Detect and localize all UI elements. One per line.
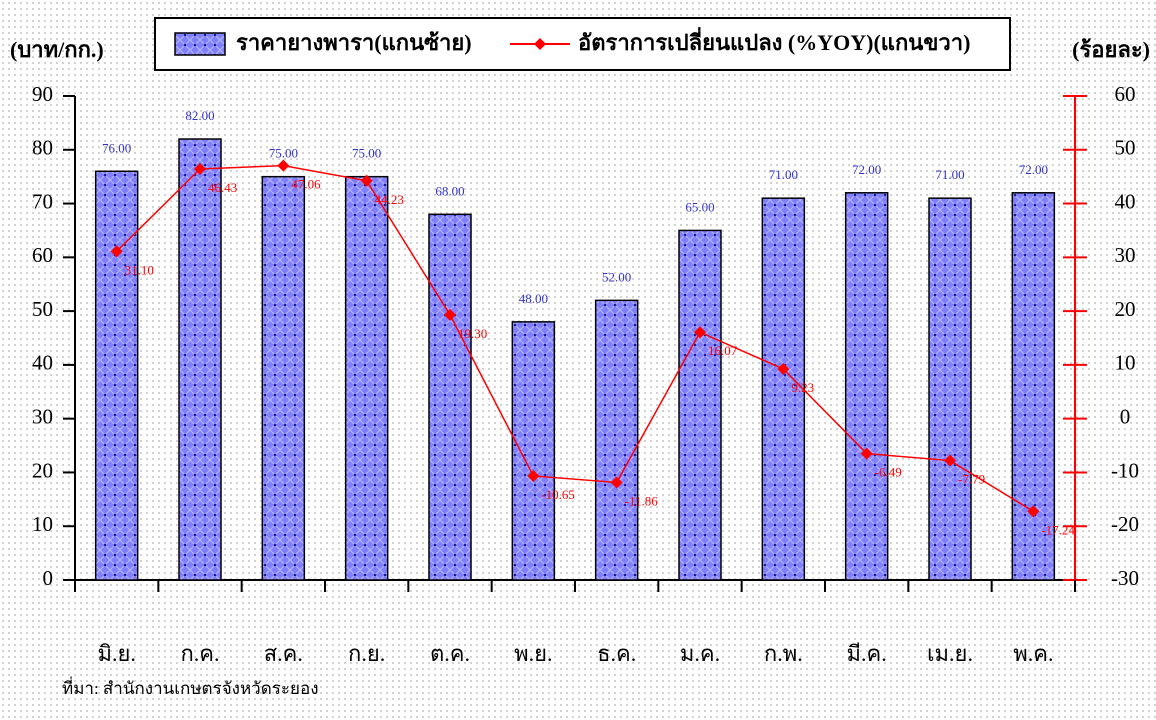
legend-marker — [534, 38, 546, 50]
line-value-label: 31.10 — [125, 262, 154, 277]
line-value-label: -17.24 — [1041, 522, 1075, 537]
line-marker — [694, 326, 706, 339]
y-tick-label: 40 — [32, 351, 53, 375]
y2-tick-label: 50 — [1115, 136, 1136, 160]
line-value-label: 46.43 — [208, 180, 237, 195]
bar — [511, 321, 556, 581]
bar — [594, 299, 639, 581]
y2-tick-label: 30 — [1115, 243, 1136, 267]
legend-label: อัตราการเปลี่ยนแปลง (%YOY)(แกนขวา) — [578, 26, 970, 55]
y2-tick-label: -30 — [1111, 566, 1139, 590]
line-marker — [527, 469, 540, 482]
line-value-label: -10.65 — [541, 487, 575, 502]
line-value-label: 47.06 — [291, 177, 321, 192]
x-tick-label: ต.ค. — [430, 641, 470, 666]
y-tick-label: 60 — [32, 243, 53, 267]
bar-value-label: 71.00 — [935, 167, 964, 182]
y2-tick-label: 60 — [1115, 82, 1136, 106]
x-tick-label: พ.ค. — [1013, 641, 1053, 666]
y2-tick-label: -20 — [1111, 512, 1139, 536]
x-tick-label: ม.ค. — [680, 641, 720, 666]
x-tick-label: ก.พ. — [764, 641, 803, 666]
line-marker — [610, 476, 623, 489]
x-tick-label: ส.ค. — [264, 641, 303, 666]
line-value-label: 16.07 — [708, 343, 738, 358]
x-tick-label: ก.ย. — [348, 641, 385, 666]
y-tick-label: 90 — [32, 82, 53, 106]
bar-value-label: 82.00 — [185, 108, 214, 123]
line-marker — [194, 162, 206, 175]
bar-value-label: 72.00 — [1019, 162, 1048, 177]
y2-tick-label: 10 — [1115, 351, 1136, 375]
x-tick-label: มิ.ย. — [97, 641, 135, 666]
line-marker — [944, 454, 956, 467]
source-note: ที่มา: สำนักงานเกษตรจังหวัดระยอง — [62, 676, 319, 698]
y2-tick-label: 40 — [1115, 189, 1136, 213]
line-value-label: -7.79 — [958, 472, 985, 487]
bar-value-label: 48.00 — [519, 291, 548, 306]
bar — [94, 170, 139, 581]
bar — [261, 175, 306, 581]
y-tick-label: 50 — [32, 297, 53, 321]
x-tick-label: ก.ค. — [180, 641, 219, 666]
bar — [761, 197, 806, 581]
line-marker — [360, 174, 373, 187]
bar — [844, 192, 889, 581]
x-tick-label: เม.ย. — [927, 641, 973, 666]
x-tick-label: พ.ย. — [514, 641, 552, 666]
bar-value-label: 52.00 — [602, 269, 631, 284]
bar — [678, 229, 722, 581]
x-tick-label: มี.ค. — [847, 641, 887, 666]
y-tick-label: 10 — [32, 512, 53, 536]
line-marker — [444, 308, 456, 321]
line-value-label: 44.23 — [375, 192, 404, 207]
line-marker — [860, 447, 873, 460]
bar-value-label: 71.00 — [769, 167, 798, 182]
bar-value-label: 68.00 — [435, 183, 464, 198]
bar — [344, 175, 389, 581]
bar-value-label: 75.00 — [269, 146, 298, 161]
line-marker — [1027, 505, 1040, 518]
legend-swatch — [174, 32, 226, 56]
y2-axis-label: (ร้อยละ) — [1072, 37, 1150, 62]
line — [116, 164, 1034, 513]
bar — [928, 197, 972, 581]
y2-tick-label: 20 — [1115, 297, 1136, 321]
bar-value-label: 65.00 — [685, 199, 714, 214]
line-value-label: 19.30 — [458, 326, 487, 341]
y-tick-label: 20 — [32, 458, 53, 482]
line-value-label: -11.86 — [625, 493, 659, 508]
line-marker — [277, 159, 290, 172]
y2-tick-label: -10 — [1111, 458, 1139, 482]
y-axis-label: (บาท/กก.) — [10, 37, 104, 62]
x-tick-label: ธ.ค. — [597, 641, 636, 666]
y-tick-label: 30 — [32, 404, 53, 428]
line-value-label: 9.23 — [791, 380, 814, 395]
bar — [178, 138, 222, 581]
y-tick-label: 0 — [43, 566, 54, 590]
y-tick-label: 70 — [32, 189, 53, 213]
y-tick-label: 80 — [32, 136, 53, 160]
legend-label: ราคายางพารา(แกนซ้าย) — [236, 30, 472, 55]
bar-value-label: 75.00 — [352, 146, 381, 161]
line-marker — [777, 363, 790, 376]
legend-box — [154, 17, 1011, 71]
y2-tick-label: 0 — [1120, 404, 1131, 428]
bar — [428, 213, 472, 581]
line-value-label: -6.49 — [875, 465, 902, 480]
bar-value-label: 72.00 — [852, 162, 881, 177]
line-marker — [110, 245, 123, 258]
bar-value-label: 76.00 — [102, 140, 131, 155]
